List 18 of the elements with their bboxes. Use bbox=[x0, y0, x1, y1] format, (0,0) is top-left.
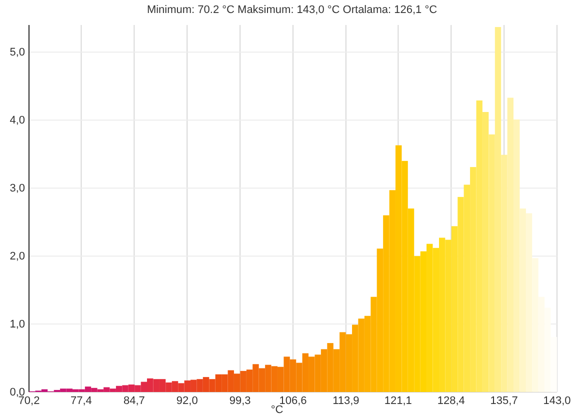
x-tick-label: 92,0 bbox=[176, 394, 198, 407]
y-tick-label: 5,0 bbox=[10, 46, 25, 59]
x-tick-label: 128,4 bbox=[437, 394, 465, 407]
x-tick-label: 84,7 bbox=[123, 394, 145, 407]
x-tick-label: 121,1 bbox=[384, 394, 412, 407]
y-tick-label: 2,0 bbox=[10, 250, 25, 263]
x-tick-label: 99,3 bbox=[229, 394, 251, 407]
x-tick-label: 113,9 bbox=[332, 394, 360, 407]
y-tick-label: 4,0 bbox=[10, 114, 25, 127]
x-tick-label: 77,4 bbox=[70, 394, 92, 407]
x-tick-label: 106,6 bbox=[279, 394, 307, 407]
y-tick-label: 1,0 bbox=[10, 318, 25, 331]
x-tick-label: 135,7 bbox=[490, 394, 518, 407]
x-tick-label: 70,2 bbox=[18, 394, 40, 407]
x-axis-title: °C bbox=[270, 404, 284, 416]
y-tick-label: 3,0 bbox=[10, 182, 25, 195]
chart-title: Minimum: 70.2 °C Maksimum: 143,0 °C Ortalama: 126,1 °C bbox=[146, 4, 438, 16]
x-tick-label: 143,0 bbox=[543, 394, 571, 407]
